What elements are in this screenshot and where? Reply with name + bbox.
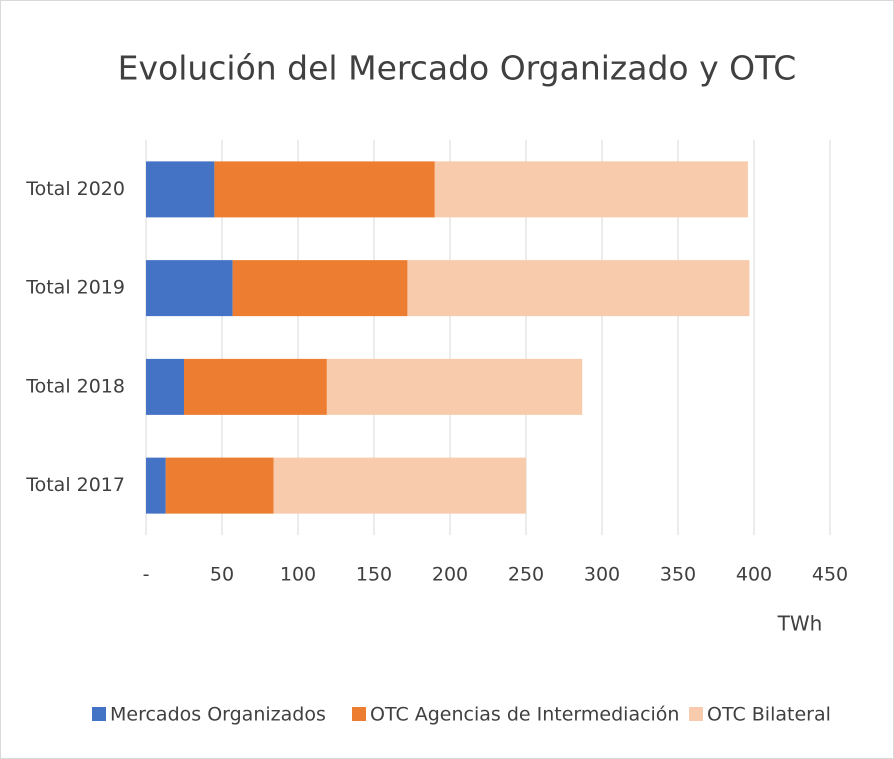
x-axis-label: TWh <box>777 612 823 636</box>
legend-label: OTC Bilateral <box>707 704 831 726</box>
bar-segment <box>184 358 327 415</box>
x-tick-label: 350 <box>660 564 696 586</box>
x-tick-label: - <box>143 564 150 586</box>
x-tick-label: 200 <box>432 564 468 586</box>
x-tick-label: 150 <box>356 564 392 586</box>
bar-segment <box>434 161 748 218</box>
legend-label: Mercados Organizados <box>110 704 326 726</box>
bar-segment <box>407 260 750 317</box>
y-tick-label: Total 2017 <box>25 474 125 496</box>
bar-segment <box>146 457 166 514</box>
bar-segment <box>273 457 526 514</box>
x-tick-label: 400 <box>736 564 772 586</box>
x-tick-label: 100 <box>280 564 316 586</box>
bar-segment <box>146 358 184 415</box>
x-tick-label: 50 <box>210 564 234 586</box>
bar-segment <box>146 161 215 218</box>
legend-label: OTC Agencias de Intermediación <box>370 704 679 726</box>
x-tick-label: 300 <box>584 564 620 586</box>
bar-segment <box>232 260 408 317</box>
bar-segment <box>326 358 583 415</box>
y-tick-label: Total 2019 <box>25 277 125 299</box>
y-tick-label: Total 2020 <box>25 178 125 200</box>
legend-swatch <box>92 707 106 721</box>
x-tick-label: 450 <box>812 564 848 586</box>
x-tick-label: 250 <box>508 564 544 586</box>
bar-segment <box>165 457 274 514</box>
y-tick-label: Total 2018 <box>25 375 125 397</box>
bar-segment <box>214 161 435 218</box>
chart-title: Evolución del Mercado Organizado y OTC <box>118 49 797 88</box>
legend-swatch <box>689 707 703 721</box>
legend-swatch <box>352 707 366 721</box>
bar-segment <box>146 260 233 317</box>
